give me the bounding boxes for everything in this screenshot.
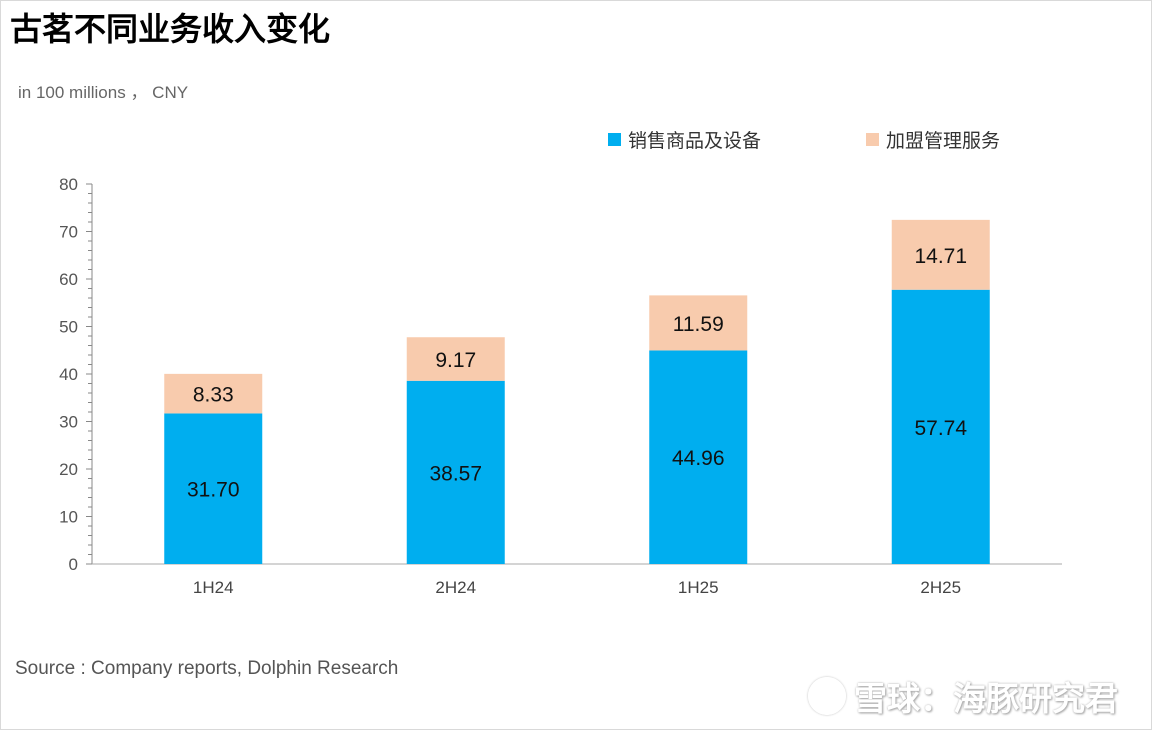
x-category-label: 2H24 [435, 578, 476, 597]
bar-franchise-1h25 [649, 295, 748, 351]
data-label: 44.96 [672, 447, 725, 470]
source-note: Source : Company reports, Dolphin Resear… [15, 658, 399, 679]
legend-label: 加盟管理服务 [886, 130, 1000, 152]
data-label: 9.17 [435, 349, 476, 372]
y-tick-label: 70 [59, 223, 78, 242]
legend-swatch [608, 133, 621, 146]
legend-swatch [866, 133, 879, 146]
brand-text: 雪球：海豚研究君 [854, 679, 1118, 718]
page-title: 古茗不同业务收入变化 [10, 10, 331, 48]
bar-franchise-1h24 [164, 373, 263, 414]
bar-franchise-2h24 [406, 337, 505, 381]
bars [164, 219, 990, 564]
x-axis-categories: 1H24 2H24 1H25 2H25 [193, 578, 961, 597]
y-tick-label: 50 [59, 318, 78, 337]
legend-label: 销售商品及设备 [628, 130, 761, 152]
y-tick-label: 10 [59, 508, 78, 527]
bar-goods-1h25 [649, 350, 748, 564]
y-axis-unit-label: in 100 millions ， CNY [18, 83, 189, 102]
data-label: 57.74 [914, 417, 967, 440]
x-category-label: 1H24 [193, 578, 234, 597]
snowball-logo-icon [808, 677, 846, 715]
data-label: 11.59 [673, 313, 724, 336]
y-tick-label: 0 [69, 555, 78, 574]
x-category-label: 1H25 [678, 578, 719, 597]
y-tick-label: 30 [59, 413, 78, 432]
legend: 销售商品及设备 加盟管理服务 [608, 130, 1000, 152]
data-label: 31.70 [187, 479, 240, 502]
bar-goods-2h25 [891, 289, 990, 564]
y-tick-label: 60 [59, 270, 78, 289]
data-labels: 31.70 8.33 38.57 9.17 44.96 11.59 57.74 14.71 [187, 245, 967, 502]
bar-goods-1h24 [164, 413, 263, 564]
y-tick-label: 80 [59, 175, 78, 194]
y-tick-label: 20 [59, 460, 78, 479]
brand-watermark: 雪球：海豚研究君 [808, 672, 1118, 720]
y-tick-label: 40 [59, 365, 78, 384]
data-label: 8.33 [193, 384, 234, 407]
bar-franchise-2h25 [891, 219, 990, 290]
data-label: 14.71 [914, 245, 967, 268]
x-category-label: 2H25 [920, 578, 961, 597]
bar-goods-2h24 [406, 380, 505, 564]
data-label: 38.57 [429, 462, 482, 485]
